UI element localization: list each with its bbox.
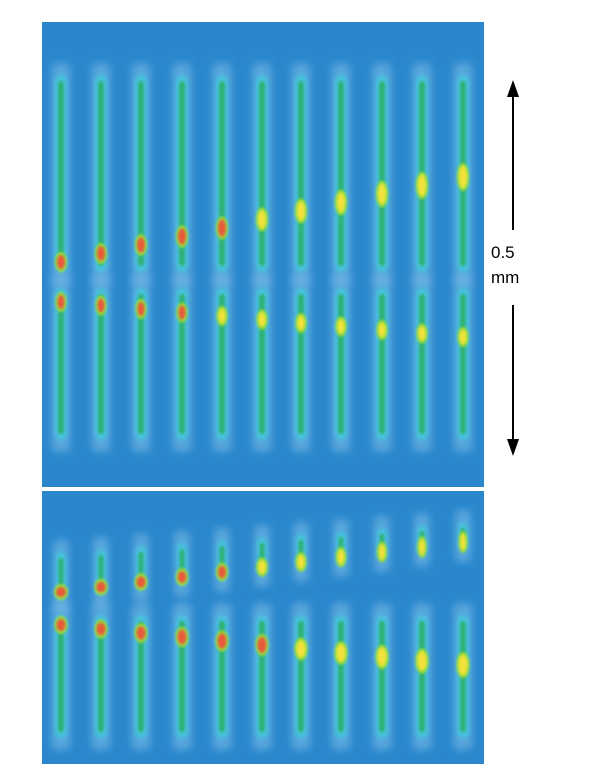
hot-spot <box>217 633 227 649</box>
hot-spot <box>136 576 146 588</box>
core <box>138 294 144 434</box>
hot-spot <box>178 305 186 320</box>
hot-spot <box>137 237 145 253</box>
core <box>98 81 104 266</box>
hot-spot <box>218 219 226 237</box>
core <box>338 621 344 732</box>
hot-spot <box>337 319 345 334</box>
hot-spot <box>377 647 387 667</box>
core <box>338 81 344 266</box>
hot-spot <box>336 644 346 662</box>
hot-spot <box>417 651 427 671</box>
hot-spot <box>459 166 467 188</box>
hot-spot <box>56 619 66 631</box>
hot-spot <box>177 571 187 583</box>
hot-spot <box>297 555 305 569</box>
hot-spot <box>177 629 187 645</box>
core <box>298 81 304 266</box>
hot-spot <box>296 640 306 658</box>
core <box>138 81 144 266</box>
hot-spot <box>258 560 266 574</box>
hot-spot <box>218 565 226 579</box>
hot-spot <box>178 228 186 245</box>
core <box>259 81 265 266</box>
core <box>179 621 185 732</box>
core <box>460 294 466 434</box>
arrow-head <box>507 80 519 97</box>
core <box>98 294 104 434</box>
core <box>179 81 185 266</box>
scale-value: 0.5 <box>491 243 515 262</box>
hot-spot <box>258 210 266 229</box>
hot-spot <box>418 174 426 197</box>
hot-spot <box>419 539 425 555</box>
hot-spot <box>379 544 385 560</box>
columns <box>51 63 473 750</box>
hot-spot <box>297 201 305 221</box>
core <box>419 294 425 434</box>
hot-spot <box>57 255 65 269</box>
hot-spot <box>56 587 66 597</box>
hot-spot <box>218 309 226 323</box>
scale-bar: 0.5 mm <box>491 80 519 456</box>
core <box>58 621 64 732</box>
scale-unit: mm <box>491 268 519 287</box>
core <box>138 621 144 732</box>
core <box>338 294 344 434</box>
hot-spot <box>96 581 106 593</box>
core <box>419 621 425 732</box>
hot-spot <box>97 246 105 261</box>
arrow-head <box>507 439 519 456</box>
hot-spot <box>137 302 145 316</box>
hot-spot <box>258 312 266 327</box>
core <box>219 294 225 434</box>
hot-spot <box>378 183 386 205</box>
hot-spot <box>297 316 305 330</box>
hot-spot <box>97 298 105 313</box>
core <box>98 621 104 732</box>
hot-spot <box>257 637 267 653</box>
core <box>58 81 64 266</box>
hot-spot <box>418 326 426 341</box>
hot-spot <box>136 626 146 640</box>
hot-spot <box>460 534 466 550</box>
core <box>179 294 185 434</box>
hot-spot <box>458 655 468 675</box>
hot-spot <box>337 549 345 565</box>
core <box>379 294 385 434</box>
core <box>379 81 385 266</box>
hot-spot <box>57 295 65 309</box>
hot-spot <box>459 330 467 344</box>
hot-spot <box>96 622 106 636</box>
core <box>379 621 385 732</box>
hot-spot <box>337 192 345 213</box>
hot-spot <box>378 323 386 337</box>
core <box>58 294 64 434</box>
